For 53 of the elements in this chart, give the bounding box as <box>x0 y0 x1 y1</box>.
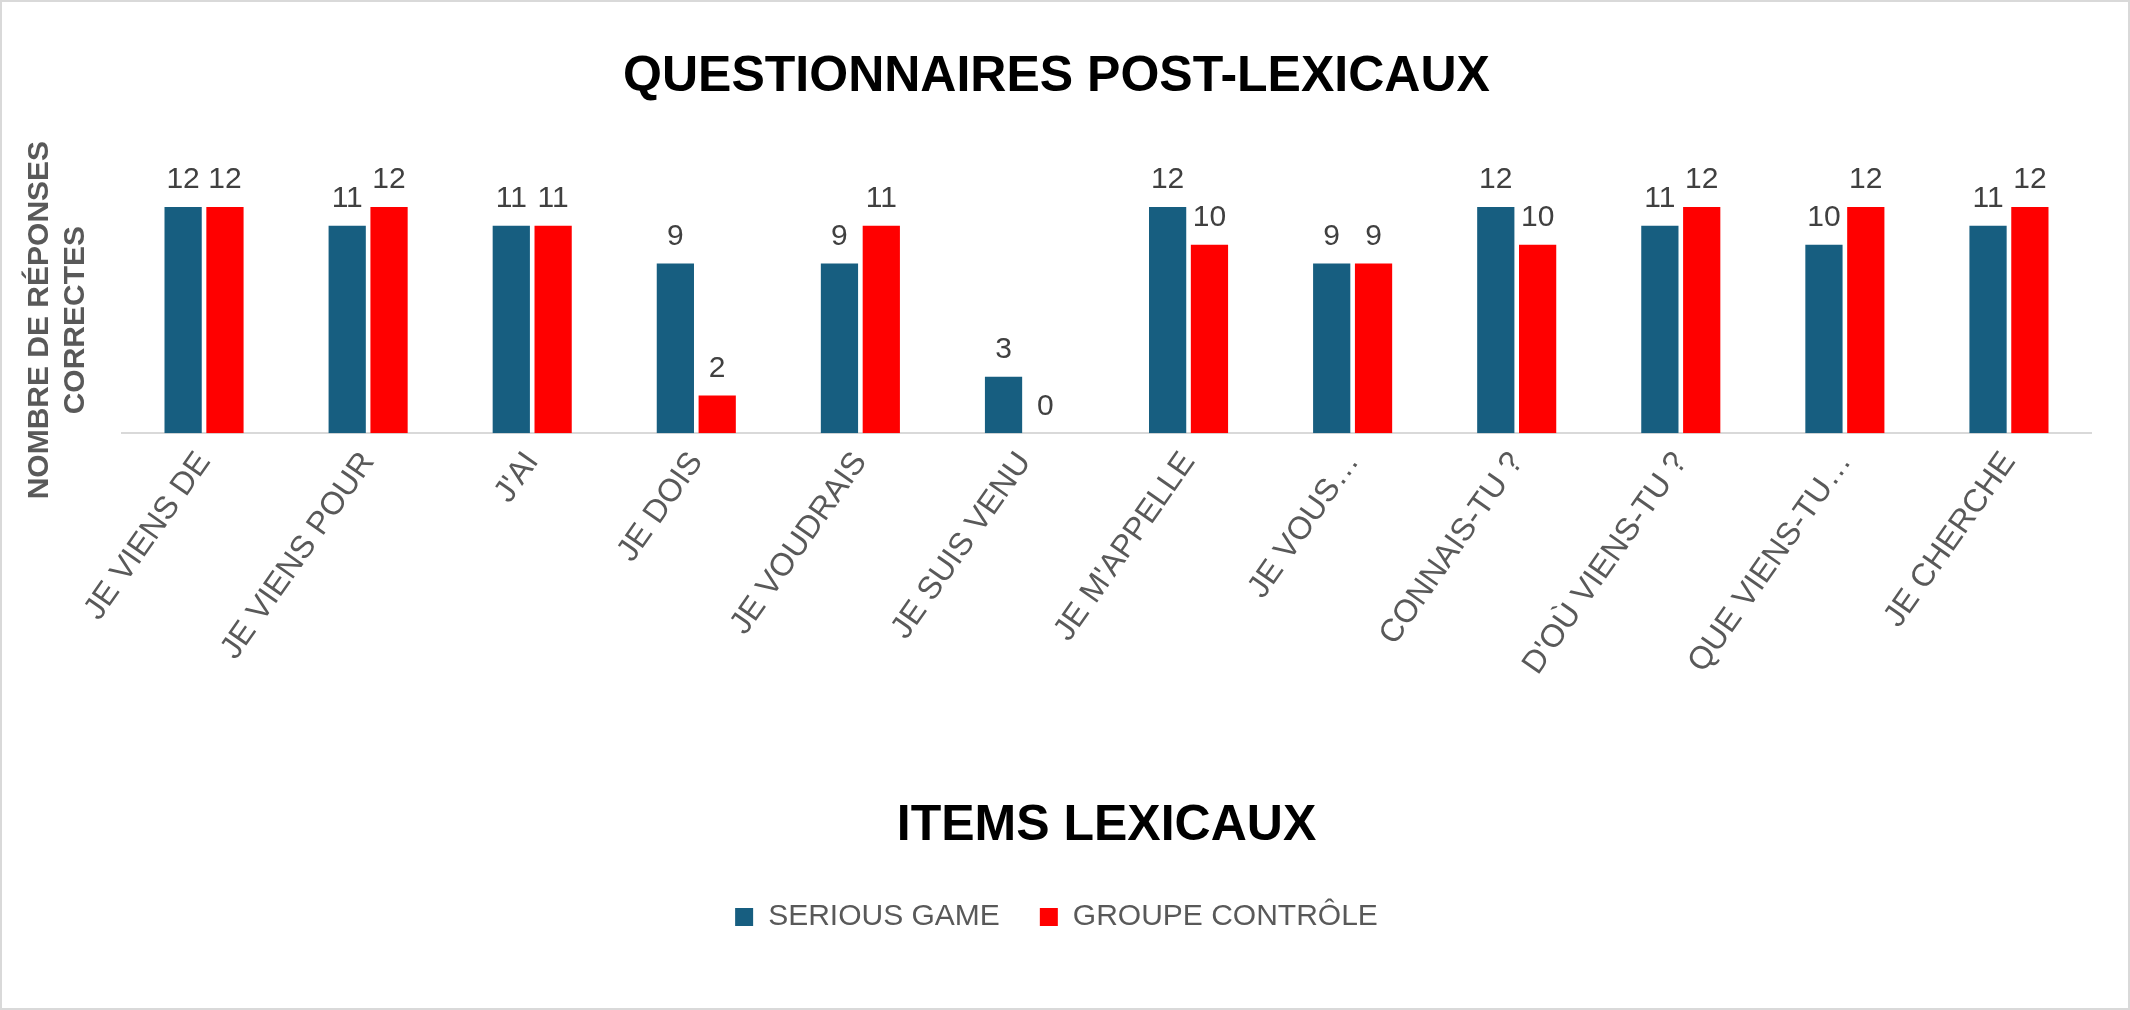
bar <box>328 225 366 434</box>
data-label: 11 <box>1972 180 2004 214</box>
y-axis-title: NOMBRE DE RÉPONSES CORRECTES <box>21 140 91 500</box>
data-label: 2 <box>708 349 726 383</box>
bar <box>1641 225 1679 434</box>
data-label: 9 <box>831 217 848 251</box>
bar <box>1969 225 2007 434</box>
data-label: 11 <box>1644 180 1676 214</box>
data-label: 9 <box>1323 217 1341 251</box>
data-label: 11 <box>537 180 569 214</box>
data-label: 9 <box>1365 217 1382 251</box>
bar <box>820 263 859 434</box>
bar <box>164 207 202 434</box>
data-label: 12 <box>2013 161 2047 195</box>
chart-title: QUESTIONNAIRES POST-LEXICAUX <box>623 45 1490 102</box>
data-label: 10 <box>1192 198 1227 232</box>
data-label: 10 <box>1520 198 1555 232</box>
bar <box>370 207 408 434</box>
bar <box>534 225 572 434</box>
bar <box>1354 263 1393 434</box>
bar <box>1313 263 1351 434</box>
bar <box>1477 207 1515 434</box>
bar <box>656 263 694 434</box>
data-label: 12 <box>1150 161 1185 195</box>
bar <box>1190 244 1229 434</box>
data-label: 0 <box>1037 387 1054 421</box>
bar <box>1683 207 1721 434</box>
bar <box>984 376 1023 434</box>
bar <box>862 225 900 434</box>
x-axis-title: ITEMS LEXICAUX <box>896 794 1317 851</box>
bar <box>698 395 736 434</box>
data-label: 11 <box>495 180 527 214</box>
data-label: 10 <box>1807 198 1841 232</box>
bar <box>492 225 530 434</box>
bar <box>2011 207 2049 434</box>
data-label: 12 <box>1685 161 1719 195</box>
data-label: 12 <box>372 161 406 195</box>
data-label: 11 <box>331 180 363 214</box>
data-label: 3 <box>995 330 1012 364</box>
data-label: 9 <box>667 217 684 251</box>
x-tick-label: J'AI <box>485 444 546 509</box>
data-label: 11 <box>865 180 897 214</box>
data-label: 12 <box>208 161 242 195</box>
bar <box>1149 207 1187 434</box>
data-label: 12 <box>1479 161 1513 195</box>
bar <box>206 207 244 434</box>
bar <box>1847 207 1885 434</box>
legend-label: SERIOUS GAME <box>768 898 1000 932</box>
bar <box>1805 244 1843 434</box>
bar <box>1519 244 1557 434</box>
legend-label: GROUPE CONTRÔLE <box>1072 898 1378 932</box>
data-label: 12 <box>166 161 200 195</box>
data-label: 12 <box>1849 161 1883 195</box>
